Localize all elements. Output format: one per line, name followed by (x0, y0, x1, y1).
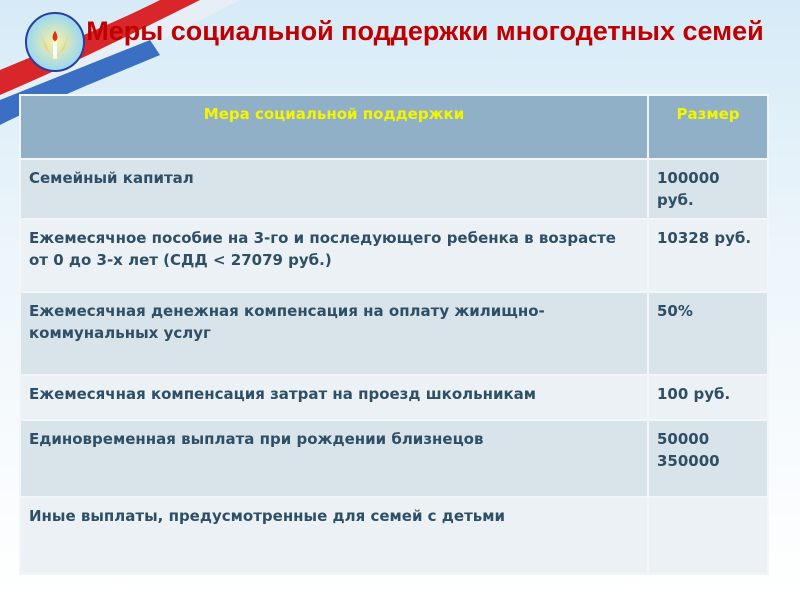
table-header-row: Мера социальной поддержки Размер (19, 94, 769, 160)
measure-cell: Ежемесячная денежная компенсация на опла… (19, 291, 649, 376)
measure-cell: Иные выплаты, предусмотренные для семей … (19, 496, 649, 575)
amount-cell: 10328 руб. (647, 218, 769, 293)
measure-cell: Семейный капитал (19, 158, 649, 220)
table-row: Семейный капитал 100000 руб. (19, 158, 769, 220)
table-row: Иные выплаты, предусмотренные для семей … (19, 496, 769, 575)
amount-cell (647, 496, 769, 575)
logo-hands-candle (25, 12, 85, 72)
amount-cell: 50% (647, 291, 769, 376)
support-measures-table: Мера социальной поддержки Размер Семейны… (19, 94, 769, 575)
measure-cell: Единовременная выплата при рождении близ… (19, 419, 649, 498)
amount-cell: 100 руб. (647, 374, 769, 421)
table-row: Единовременная выплата при рождении близ… (19, 419, 769, 498)
amount-cell: 100000 руб. (647, 158, 769, 220)
header-measure: Мера социальной поддержки (19, 94, 649, 160)
header-amount: Размер (647, 94, 769, 160)
table-row: Ежемесячное пособие на 3-го и последующе… (19, 218, 769, 293)
slide-title: Меры социальной поддержки многодетных се… (86, 16, 764, 46)
table-row: Ежемесячная компенсация затрат на проезд… (19, 374, 769, 421)
table-row: Ежемесячная денежная компенсация на опла… (19, 291, 769, 376)
measure-cell: Ежемесячное пособие на 3-го и последующе… (19, 218, 649, 293)
amount-cell: 50000 350000 (647, 419, 769, 498)
measure-cell: Ежемесячная компенсация затрат на проезд… (19, 374, 649, 421)
